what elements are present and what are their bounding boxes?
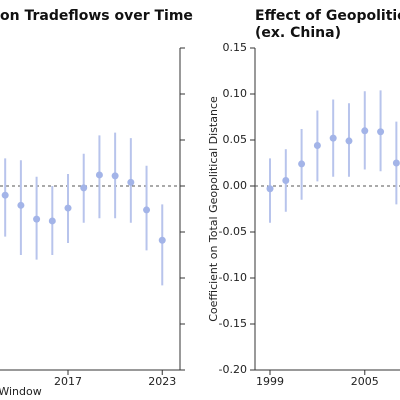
point	[64, 204, 72, 212]
y-axis-label: Coefficient on Total Geopolitical Distan…	[207, 96, 220, 322]
point	[111, 172, 119, 180]
y-tick-label: 0.00	[223, 179, 248, 192]
point	[33, 215, 41, 223]
x-tick-label: 2017	[54, 375, 82, 388]
x-tick-label: 1999	[256, 375, 284, 388]
y-tick-label: -0.15	[219, 317, 247, 330]
y-tick-label: 0.15	[223, 41, 248, 54]
x-axis-label: Window	[0, 385, 42, 398]
point	[1, 191, 9, 199]
point	[298, 160, 306, 168]
chart-subtitle: (ex. China)	[255, 25, 341, 41]
point	[80, 184, 88, 192]
y-tick-label: 0.10	[223, 87, 248, 100]
x-tick-label: 2023	[148, 375, 176, 388]
y-tick-label: -0.10	[219, 271, 247, 284]
point	[282, 176, 290, 184]
point	[143, 206, 151, 214]
point	[329, 134, 337, 142]
point	[392, 159, 400, 167]
x-tick-label: 2005	[351, 375, 379, 388]
point	[17, 201, 25, 209]
point	[266, 185, 274, 193]
point	[127, 178, 135, 186]
point	[345, 137, 353, 145]
chart-title: Effect of Geopolitic	[255, 8, 400, 24]
y-tick-label: 0.05	[223, 133, 248, 146]
point	[377, 128, 385, 136]
point	[48, 217, 56, 225]
y-tick-label: -0.05	[219, 225, 247, 238]
point	[158, 236, 166, 244]
y-tick-label: -0.20	[219, 363, 247, 376]
chart-title: on Tradeflows over Time	[0, 8, 193, 24]
point	[361, 127, 369, 135]
point	[313, 142, 321, 150]
point	[95, 171, 103, 179]
